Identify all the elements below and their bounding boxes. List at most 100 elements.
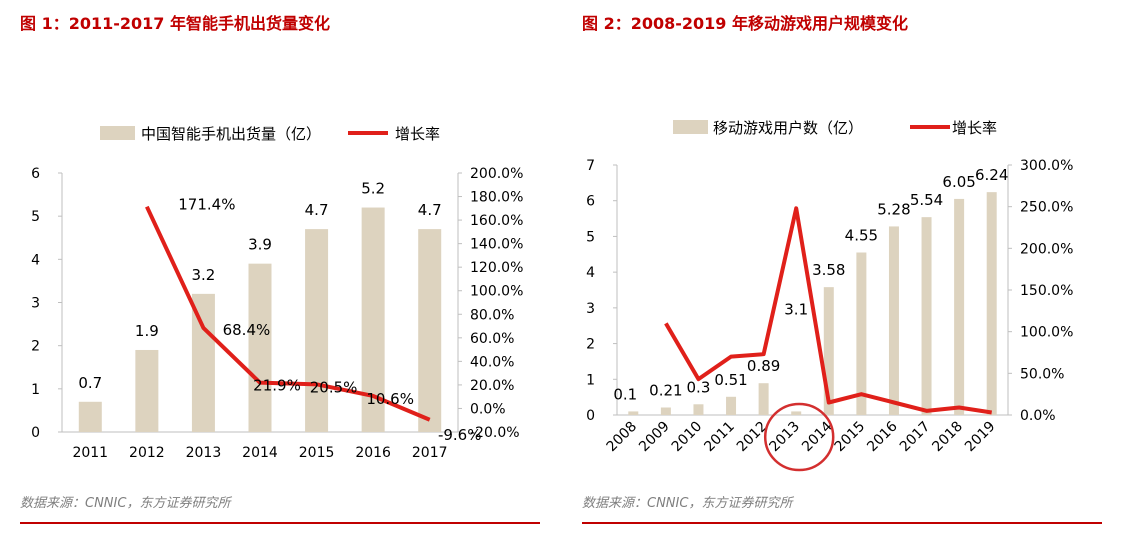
right-axis-tick-label: 120.0% [470,260,523,276]
bar-value-label: 5.54 [910,191,943,209]
bar-2014 [823,287,834,415]
figure-2-divider [582,522,1102,524]
bar-value-label: 0.7 [78,374,102,392]
right-axis-tick-label: 20.0% [470,378,514,394]
right-axis-tick-label: 200.0% [1020,241,1073,257]
left-axis-tick-label: 0 [586,408,595,424]
bar-2017 [418,229,442,432]
x-tick-label-2013: 2013 [186,445,222,461]
highlight-circle [763,402,835,472]
bar-value-label: 5.28 [877,200,910,218]
bar-value-label: 0.21 [649,382,682,400]
bar-2014 [248,263,272,432]
right-axis-tick-label: 0.0% [470,401,506,417]
bar-2012 [135,349,159,432]
bar-value-label: 0.51 [714,371,747,389]
figure-2-title: 图 2：2008-2019 年移动游戏用户规模变化 [582,14,908,33]
bar-value-label: 3.58 [812,261,845,279]
bar-value-label: 0.89 [747,357,780,375]
bar-value-label: 4.7 [418,201,442,219]
bar-value-label: 3.2 [191,266,215,284]
left-axis-tick-label: 5 [31,209,40,225]
bar-2015 [856,252,867,415]
bar-2011 [726,396,737,415]
x-tick-label-2017: 2017 [412,445,448,461]
bar-2018 [954,198,965,415]
x-tick-label-2015: 2015 [299,445,335,461]
left-axis-tick-label: 3 [31,296,40,312]
left-axis-tick-label: 1 [586,372,595,388]
right-axis-tick-label: 250.0% [1020,200,1073,216]
bar-2013 [791,411,802,415]
right-axis-tick-label: 300.0% [1020,158,1073,174]
x-tick-label-2014: 2014 [242,445,278,461]
legend-bar-label: 移动游戏用户数（亿） [713,119,863,137]
x-tick-label-2016: 2016 [355,445,391,461]
left-axis-tick-label: 0 [31,425,40,441]
right-axis-tick-label: 60.0% [470,331,514,347]
right-axis-tick-label: 40.0% [470,354,514,370]
x-tick-label-2011: 2011 [72,445,108,461]
left-axis-tick-label: 1 [31,382,40,398]
left-axis-tick-label: 4 [586,265,595,281]
bar-value-label: 5.2 [361,180,385,198]
right-axis-tick-label: 200.0% [470,166,523,182]
bar-value-label: 0.3 [687,378,711,396]
left-axis-tick-label: 2 [586,337,595,353]
figure-1-chart: 0 1 2 3 4 5 6 -20.0% 0.0% 20.0% 40.0% 60.0% 80.0% 100… [31,125,523,461]
right-axis-tick-label: 160.0% [470,213,523,229]
figure-2-chart: 0 1 2 3 4 5 6 7 0.0% 50.0% 100.0% 150.0% 200.0% 250.0… [586,119,1073,472]
legend-bar-label: 中国智能手机出货量（亿） [141,125,321,143]
legend-bar-swatch [673,120,708,134]
bar-2016 [888,226,899,415]
x-tick-label-2019: 2019 [962,419,999,456]
left-axis-tick-label: 7 [586,158,595,174]
right-axis-tick-label: -20.0% [470,425,520,441]
figure-1-title: 图 1：2011-2017 年智能手机出货量变化 [20,14,330,33]
left-axis-tick-label: 6 [31,166,40,182]
bar-value-label: 3.1 [784,300,808,318]
figure-2-panel: 图 2：2008-2019 年移动游戏用户规模变化 0 1 2 3 4 5 6 7 0.0% 50… [562,0,1124,554]
bar-value-label: 4.7 [305,201,329,219]
bar-value-label: 4.55 [845,227,878,245]
legend-line-label: 增长率 [952,119,997,137]
legend-line-label: 增长率 [395,125,440,143]
bar-value-label: 6.24 [975,166,1008,184]
growth-rate-label: 20.5% [310,378,358,396]
x-tick-label-2010: 2010 [669,419,706,456]
bar-2015 [305,229,329,432]
right-axis-tick-label: 140.0% [470,237,523,253]
bar-value-label: 3.9 [248,236,272,254]
figure-1-source: 数据来源：CNNIC，东方证券研究所 [20,496,231,511]
figure-1-panel: 图 1：2011-2017 年智能手机出货量变化 0 1 2 3 4 5 6 -20.0% 0.… [20,14,540,524]
right-axis-tick-label: 0.0% [1020,408,1056,424]
bar-2017 [921,217,932,415]
x-tick-label-2016: 2016 [864,418,901,455]
growth-rate-label: 171.4% [178,196,235,214]
bar-2011 [78,401,102,432]
right-axis-tick-label: 100.0% [470,284,523,300]
right-axis-tick-label: 80.0% [470,307,514,323]
x-tick-label-2012: 2012 [129,445,165,461]
right-axis-tick-label: 150.0% [1020,283,1073,299]
bar-value-label: 0.1 [613,385,637,403]
growth-rate-line [664,206,993,415]
bar-value-label: 1.9 [135,322,159,340]
bar-2010 [693,404,704,415]
growth-rate-line [145,205,431,422]
bar-2008 [628,411,639,415]
growth-rate-label: -9.6% [438,426,482,444]
right-axis-tick-label: 180.0% [470,190,523,206]
left-axis-tick-label: 5 [586,229,595,245]
x-tick-label-2013: 2013 [767,419,804,456]
x-tick-label-2011: 2011 [701,419,738,456]
x-tick-label-2009: 2009 [636,419,673,456]
bar-2012 [758,383,769,415]
left-axis-tick-label: 2 [31,339,40,355]
legend-bar-swatch [100,126,135,140]
bar-2013 [191,293,215,432]
growth-rate-label: 21.9% [253,377,301,395]
bar-2009 [660,407,671,415]
figure-1-divider [20,522,540,524]
right-axis-tick-label: 50.0% [1020,366,1064,382]
